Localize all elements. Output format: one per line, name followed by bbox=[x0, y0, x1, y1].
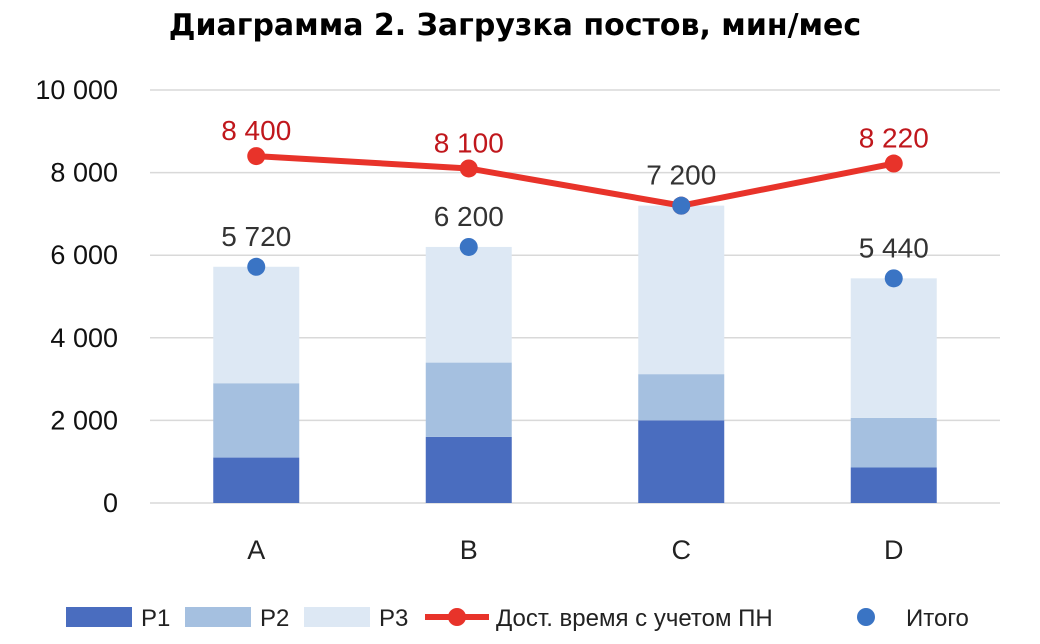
bar-p3-b bbox=[425, 246, 512, 363]
legend-marker bbox=[448, 608, 466, 626]
legend-item: Дост. время с учетом ПН bbox=[425, 605, 773, 632]
legend-label: P1 bbox=[141, 605, 170, 632]
line-series bbox=[247, 147, 903, 215]
legend-swatch bbox=[185, 607, 251, 627]
y-tick-label: 4 000 bbox=[50, 323, 118, 353]
bar-p1-d bbox=[850, 467, 937, 503]
bar-p2-b bbox=[425, 362, 512, 437]
total-point-c bbox=[672, 196, 691, 215]
total-label: 6 200 bbox=[434, 201, 504, 232]
legend-label: P3 bbox=[379, 605, 408, 632]
legend-label: P2 bbox=[260, 605, 289, 632]
legend-marker bbox=[857, 608, 875, 626]
bar-p3-d bbox=[850, 278, 937, 418]
y-tick-label: 2 000 bbox=[50, 405, 118, 435]
y-tick-label: 10 000 bbox=[35, 75, 118, 105]
chart-title: Диаграмма 2. Загрузка постов, мин/мес bbox=[169, 8, 861, 43]
total-label: 5 440 bbox=[859, 232, 929, 263]
legend: P1 P2 P3 Дост. время с учетом ПН Итого bbox=[66, 605, 969, 632]
total-label: 7 200 bbox=[646, 160, 716, 191]
legend-item: P3 bbox=[304, 605, 408, 632]
x-axis: A B C D bbox=[247, 535, 903, 565]
bar-p3-c bbox=[638, 205, 725, 375]
y-tick-label: 0 bbox=[103, 488, 118, 518]
x-tick-label: D bbox=[884, 535, 904, 565]
legend-swatch bbox=[304, 607, 370, 627]
bar-p2-c bbox=[638, 374, 725, 421]
x-tick-label: C bbox=[672, 535, 692, 565]
line-label: 8 220 bbox=[859, 123, 929, 154]
bar-p1-c bbox=[638, 420, 725, 503]
total-label: 5 720 bbox=[221, 221, 291, 252]
legend-item: Итого bbox=[857, 605, 969, 632]
legend-label: Дост. время с учетом ПН bbox=[496, 605, 773, 632]
bar-p2-a bbox=[213, 383, 300, 458]
y-tick-label: 8 000 bbox=[50, 158, 118, 188]
legend-swatch bbox=[66, 607, 132, 627]
x-tick-label: A bbox=[247, 535, 265, 565]
line-label: 8 400 bbox=[221, 115, 291, 146]
total-point-b bbox=[459, 237, 478, 256]
line-point-a bbox=[247, 147, 266, 166]
line-path bbox=[256, 153, 895, 209]
line-point-b bbox=[459, 159, 478, 178]
x-tick-label: B bbox=[460, 535, 478, 565]
legend-label: Итого bbox=[906, 605, 969, 632]
y-tick-label: 6 000 bbox=[50, 240, 118, 270]
bar-p1-a bbox=[213, 457, 300, 503]
line-label: 8 100 bbox=[434, 127, 504, 158]
scatter-series bbox=[247, 196, 903, 288]
bar-p1-b bbox=[425, 436, 512, 503]
line-point-d bbox=[884, 154, 903, 173]
y-axis: 0 2 000 4 000 6 000 8 000 10 000 bbox=[35, 75, 118, 518]
bar-p2-d bbox=[850, 417, 937, 468]
legend-item: P1 bbox=[66, 605, 170, 632]
legend-item: P2 bbox=[185, 605, 289, 632]
bars bbox=[213, 205, 937, 503]
total-point-d bbox=[884, 269, 903, 288]
bar-p3-a bbox=[213, 266, 300, 384]
data-labels: 8 400 8 100 8 220 5 720 6 200 7 200 5 440 bbox=[221, 115, 929, 263]
total-point-a bbox=[247, 257, 266, 276]
